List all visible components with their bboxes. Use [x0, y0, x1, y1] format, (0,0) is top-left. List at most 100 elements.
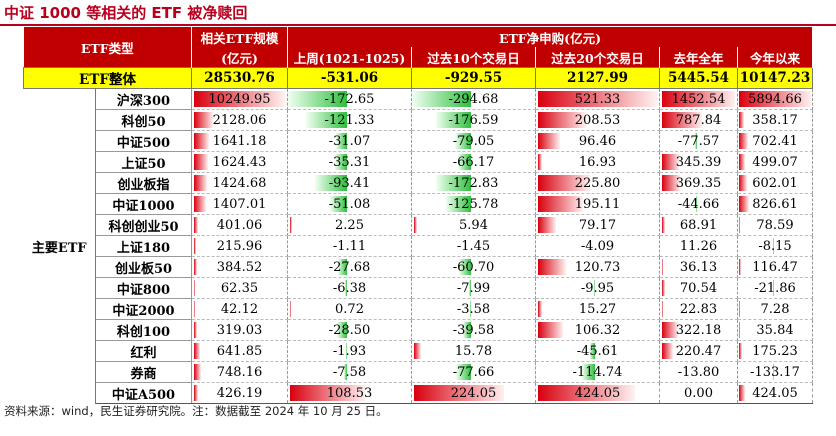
value-text: 602.01: [752, 175, 798, 191]
etf-name: 创业板指: [95, 172, 192, 194]
value-cell: 5894.66: [737, 88, 813, 110]
value-text: 120.73: [574, 259, 621, 275]
data-bar: [538, 154, 543, 170]
data-bar: [593, 280, 596, 296]
value-text: 319.03: [216, 322, 263, 338]
value-cell: -6.38: [287, 277, 412, 299]
value-cell: 106.32: [535, 319, 660, 341]
value-text: 826.61: [752, 196, 798, 212]
value-cell: -1.11: [287, 235, 412, 257]
value-text: -1.11: [332, 238, 367, 254]
value-text: -176.59: [448, 112, 499, 128]
value-cell: 79.17: [535, 214, 660, 236]
value-text: 36.13: [679, 259, 718, 275]
total-cell: 5445.54: [659, 67, 738, 89]
data-bar: [739, 196, 750, 212]
value-cell: -9.95: [535, 277, 660, 299]
data-bar: [739, 112, 744, 128]
total-cell: -531.06: [287, 67, 412, 89]
data-bar: [739, 154, 746, 170]
value-cell: 15.27: [535, 298, 660, 320]
value-text: 42.12: [220, 301, 259, 317]
data-bar: [193, 385, 198, 401]
data-bar: [315, 175, 348, 191]
value-text: -125.78: [448, 196, 499, 212]
data-bar: [470, 301, 472, 317]
value-text: 5894.66: [748, 91, 802, 107]
value-cell: 22.83: [659, 298, 738, 320]
value-text: -172.83: [448, 175, 499, 191]
header-row-1: ETF类型 相关ETF规模 ETF净申购(亿元): [23, 27, 813, 68]
etf-name: 中证800: [95, 277, 192, 299]
total-cell: -929.55: [411, 67, 536, 89]
total-label: ETF整体: [23, 67, 192, 89]
value-cell: -172.65: [287, 88, 412, 110]
data-bar: [538, 322, 563, 338]
value-cell: 702.41: [737, 130, 813, 152]
value-cell: 322.18: [659, 319, 738, 341]
value-text: -77.66: [452, 364, 495, 380]
value-cell: 116.47: [737, 256, 813, 278]
data-bar: [661, 301, 663, 317]
value-text: 35.84: [756, 322, 794, 338]
value-cell: 62.35: [191, 277, 288, 299]
value-text: 10249.95: [208, 91, 271, 107]
value-text: -9.95: [580, 280, 615, 296]
data-bar: [414, 217, 417, 233]
value-text: -93.41: [328, 175, 371, 191]
total-cell: 2127.99: [535, 67, 660, 89]
data-bar: [661, 91, 736, 107]
value-cell: 36.13: [659, 256, 738, 278]
value-text: 106.32: [574, 322, 621, 338]
header-ytd: 今年以来: [737, 47, 813, 68]
value-text: -35.31: [328, 154, 371, 170]
value-text: -44.66: [677, 196, 720, 212]
value-text: 1641.18: [212, 133, 267, 149]
value-text: 424.05: [574, 385, 621, 401]
value-text: 220.47: [675, 343, 722, 359]
etf-name: 科创100: [95, 319, 192, 341]
value-text: 224.05: [450, 385, 497, 401]
title-divider: [0, 24, 836, 26]
value-text: 369.35: [675, 175, 722, 191]
value-text: 641.85: [216, 343, 263, 359]
value-cell: -4.09: [535, 235, 660, 257]
value-cell: 0.00: [659, 382, 738, 404]
data-bar: [739, 175, 747, 191]
header-scale: 相关ETF规模: [191, 27, 288, 47]
value-cell: -1.93: [287, 340, 412, 362]
value-text: 96.46: [578, 133, 617, 149]
data-bar: [661, 238, 663, 254]
value-cell: -172.83: [411, 172, 536, 194]
value-text: 1452.54: [671, 91, 726, 107]
value-cell: -44.66: [659, 193, 738, 215]
data-bar: [457, 154, 472, 170]
group-label: 主要ETF: [23, 88, 96, 404]
value-cell: -133.17: [737, 361, 813, 383]
value-text: 68.91: [679, 217, 718, 233]
value-cell: 35.84: [737, 319, 813, 341]
etf-flow-table: ETF类型 相关ETF规模 ETF净申购(亿元) (亿元) 上周(1021-10…: [23, 27, 813, 404]
value-cell: 5.94: [411, 214, 536, 236]
value-text: -7.99: [456, 280, 491, 296]
data-bar: [193, 343, 200, 359]
data-bar: [193, 364, 201, 380]
value-text: 15.27: [578, 301, 617, 317]
value-text: 0.72: [335, 301, 364, 317]
value-cell: -8.15: [737, 235, 813, 257]
etf-name: 券商: [95, 361, 192, 383]
table-row: 科创创业50 401.06 2.25 5.94 79.17 68.91 78.59: [24, 214, 813, 236]
data-bar: [193, 112, 213, 128]
value-cell: 225.80: [535, 172, 660, 194]
value-cell: 384.52: [191, 256, 288, 278]
value-cell: -21.86: [737, 277, 813, 299]
value-cell: 10249.95: [191, 88, 288, 110]
etf-name: 中证2000: [95, 298, 192, 320]
header-last-year: 去年全年: [659, 47, 738, 68]
data-bar: [335, 154, 348, 170]
table-row: 中证500 1641.18 -31.07 -79.05 96.46 -77.57 702.4…: [24, 130, 813, 152]
data-bar: [695, 196, 697, 212]
data-bar: [193, 196, 207, 212]
data-bar: [661, 112, 702, 128]
value-cell: -45.61: [535, 340, 660, 362]
